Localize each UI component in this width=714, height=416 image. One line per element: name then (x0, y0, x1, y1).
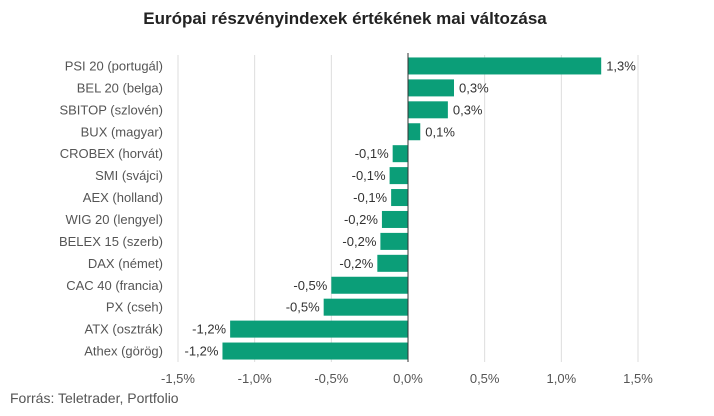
bar (380, 232, 408, 250)
x-tick-label: -1,5% (161, 371, 195, 386)
category-label: ATX (osztrák) (85, 322, 164, 337)
bar (408, 101, 448, 119)
category-label: PSI 20 (portugál) (65, 58, 163, 73)
data-label: -1,2% (184, 344, 218, 359)
data-label: -0,5% (293, 278, 327, 293)
category-label: CROBEX (horvát) (60, 146, 163, 161)
data-label: -0,1% (355, 146, 389, 161)
data-label: -0,2% (342, 234, 376, 249)
bar (408, 79, 454, 97)
bar (391, 189, 408, 207)
data-label: -0,2% (344, 212, 378, 227)
bar (377, 254, 408, 272)
source-note: Forrás: Teletrader, Portfolio (10, 390, 179, 406)
category-label: PX (cseh) (106, 300, 163, 315)
data-label: -0,1% (352, 168, 386, 183)
data-label: -0,2% (339, 256, 373, 271)
x-tick-label: 1,0% (547, 371, 577, 386)
category-label: BUX (magyar) (81, 124, 163, 139)
category-label: SBITOP (szlovén) (59, 102, 163, 117)
data-label: 0,3% (453, 102, 483, 117)
bar (222, 342, 408, 360)
bar (230, 320, 408, 338)
data-label: -0,1% (353, 190, 387, 205)
bar (389, 167, 408, 185)
bar (408, 57, 602, 75)
chart-title: Európai részvényindexek értékének mai vá… (143, 9, 547, 28)
data-label: 0,1% (425, 124, 455, 139)
category-label: BEL 20 (belga) (77, 80, 163, 95)
data-label: 1,3% (606, 58, 636, 73)
data-label: 0,3% (459, 80, 489, 95)
data-label: -0,5% (286, 300, 320, 315)
x-tick-label: -0,5% (314, 371, 348, 386)
x-tick-label: 0,0% (393, 371, 423, 386)
bar (331, 276, 408, 294)
category-label: DAX (német) (88, 256, 163, 271)
category-label: AEX (holland) (83, 190, 163, 205)
bar (381, 210, 408, 228)
category-label: Athex (görög) (84, 344, 163, 359)
category-label: BELEX 15 (szerb) (59, 234, 163, 249)
category-label: CAC 40 (francia) (66, 278, 163, 293)
bar (408, 123, 421, 141)
x-tick-label: 1,5% (623, 371, 653, 386)
bar (323, 298, 408, 316)
x-tick-label: 0,5% (470, 371, 500, 386)
data-label: -1,2% (192, 322, 226, 337)
category-label: WIG 20 (lengyel) (65, 212, 163, 227)
category-label: SMI (svájci) (95, 168, 163, 183)
x-tick-label: -1,0% (238, 371, 272, 386)
bar (392, 145, 408, 163)
